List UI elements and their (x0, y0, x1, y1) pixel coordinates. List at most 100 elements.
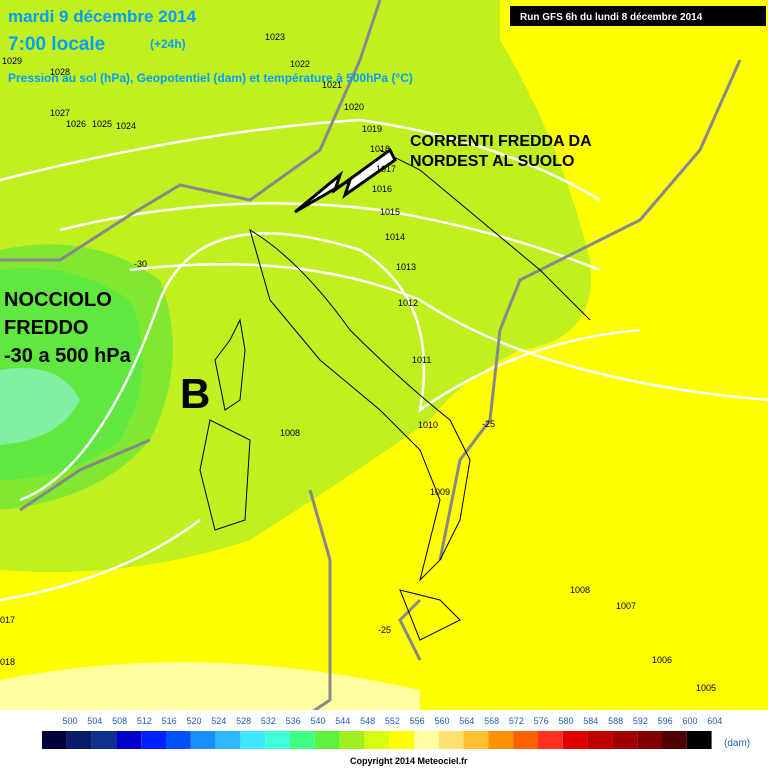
legend-label: 500 (62, 716, 77, 726)
legend-swatch (488, 731, 514, 749)
legend-label: 584 (583, 716, 598, 726)
isopleth (0, 118, 601, 202)
isopleth (19, 232, 641, 502)
run-box (510, 6, 766, 26)
isobar-label: 1013 (396, 262, 416, 272)
low-pressure: B (180, 370, 210, 417)
legend-swatch (240, 731, 266, 749)
isotherm-label: -30 (134, 259, 147, 269)
legend-label: 532 (261, 716, 276, 726)
forecast-offset: (+24h) (150, 37, 186, 51)
isobar-label: 1011 (412, 355, 431, 365)
field-536 (0, 368, 80, 445)
legend-label: 572 (509, 716, 524, 726)
copyright: Copyright 2014 Meteociel.fr (350, 756, 468, 766)
legend-swatch (513, 731, 538, 749)
legend-swatch (686, 731, 712, 749)
isobar-labels: 1023 1022 1021 1020 1019 1018 1017 1016 … (0, 32, 716, 693)
isobar-label: 1018 (370, 144, 390, 154)
isopleth (0, 518, 201, 602)
isobar-label: 1006 (652, 655, 672, 665)
legend-label: 568 (484, 716, 499, 726)
legend-swatch (438, 731, 464, 749)
legend-label: 536 (286, 716, 301, 726)
annotation: NORDEST AL SUOLO (410, 153, 574, 170)
legend-swatch (587, 731, 613, 749)
isobar-label: 1020 (344, 102, 364, 112)
legend-label: 512 (137, 716, 152, 726)
legend-swatch (538, 731, 563, 749)
legend-label: 564 (459, 716, 474, 726)
legend-label: 560 (434, 716, 449, 726)
annotation: FREDDO (4, 317, 88, 339)
legend-swatch (562, 731, 588, 749)
legend-label: 588 (608, 716, 623, 726)
legend-label: 592 (633, 716, 648, 726)
map-subtitle: Pression au sol (hPa), Geopotentiel (dam… (8, 71, 413, 85)
legend-label: 556 (410, 716, 425, 726)
legend-label: 596 (658, 716, 673, 726)
legend-label: 504 (87, 716, 102, 726)
isobar-label: 018 (0, 657, 15, 667)
legend-label: 508 (112, 716, 127, 726)
coastlines (199, 149, 591, 641)
legend-swatch (215, 731, 241, 749)
legend-swatch (42, 731, 67, 749)
isobar-label: 1022 (290, 59, 310, 69)
isobar-label: 1017 (376, 164, 396, 174)
isobar-label: 1019 (362, 124, 382, 134)
isopleth (59, 202, 601, 272)
isobar-label: 017 (0, 615, 15, 625)
legend-swatch (116, 731, 142, 749)
annotation: -30 a 500 hPa (4, 345, 132, 367)
legend-swatch (265, 731, 290, 749)
legend-swatch (662, 731, 687, 749)
isobar-label: 1023 (265, 32, 285, 42)
isopleth (129, 263, 768, 402)
legend-label: 552 (385, 716, 400, 726)
legend-label: 580 (558, 716, 573, 726)
legend-swatch (637, 731, 662, 749)
isobar-label: 1029 (2, 56, 22, 66)
isobar-label: 1015 (380, 207, 400, 217)
legend-swatch (66, 731, 92, 749)
annotation: CORRENTI FREDDA DA (410, 133, 592, 150)
legend-swatch (339, 731, 365, 749)
legend-label: 528 (236, 716, 251, 726)
legend-label: 520 (186, 716, 201, 726)
legend-swatch (364, 731, 390, 749)
isobar-label: 1014 (385, 232, 405, 242)
legend-swatch (190, 731, 216, 749)
map-title: mardi 9 décembre 2014 (8, 7, 197, 26)
valid-time: 7:00 locale (8, 34, 105, 55)
isobar-label: 1007 (616, 601, 636, 611)
legend-label: 540 (310, 716, 325, 726)
field-556 (0, 662, 420, 720)
legend-label: 548 (360, 716, 375, 726)
legend-swatch (389, 731, 414, 749)
isobar-label: 1025 (92, 119, 112, 129)
legend-label: 576 (534, 716, 549, 726)
isobar-label: 1024 (116, 121, 136, 131)
legend-swatch (290, 731, 315, 749)
legend-label: 524 (211, 716, 226, 726)
legend-swatch (463, 731, 489, 749)
run-info: Run GFS 6h du lundi 8 décembre 2014 (520, 12, 703, 23)
isotherm-label: -25 (378, 625, 391, 635)
color-legend: 500 504 508 512 516 520 524 528 532 536 540 544 548 5… (42, 716, 722, 749)
legend-label: 544 (335, 716, 350, 726)
legend-swatch (91, 731, 117, 749)
legend-label: 600 (682, 716, 697, 726)
isopleths (0, 118, 768, 602)
legend-swatch (166, 731, 191, 749)
isobar-label: 1010 (418, 420, 438, 430)
isobar-label: 1027 (50, 108, 70, 118)
isobar-label: 1009 (430, 487, 450, 497)
isotherm-label: -25 (482, 419, 495, 429)
legend-label: 516 (162, 716, 177, 726)
isobar-label: 1021 (322, 80, 342, 90)
legend-swatch (414, 731, 439, 749)
flow-arrow (294, 147, 397, 214)
legend-unit: (dam) (724, 738, 750, 749)
